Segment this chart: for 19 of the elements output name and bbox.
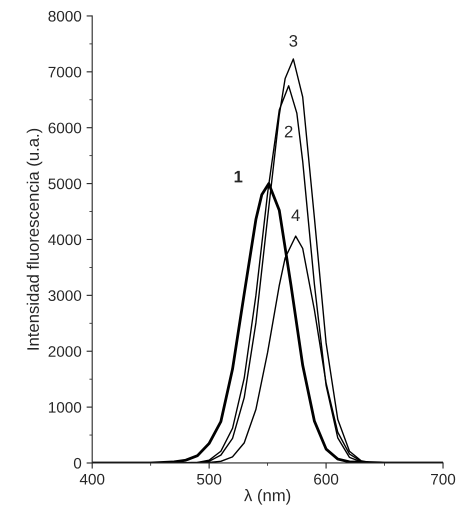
- y-tick-label: 3000: [48, 290, 82, 302]
- x-tick-label: 700: [431, 474, 456, 485]
- x-tick-label: 600: [314, 474, 338, 485]
- y-tick-label: 2000: [48, 346, 82, 357]
- y-tick-label: 8000: [48, 10, 82, 22]
- annotation: 1: [234, 170, 242, 182]
- x-tick-label: 400: [80, 474, 104, 485]
- annotation: 2: [284, 126, 292, 138]
- y-tick-label: 0: [74, 458, 82, 469]
- x-axis-title: λ (nm): [244, 489, 290, 505]
- y-axis-title: Intensidad fluorescencia (u.a.): [26, 128, 42, 350]
- annotation: 4: [291, 210, 300, 221]
- y-tick-label: 1000: [48, 402, 82, 413]
- x-tick-label: 500: [197, 474, 222, 485]
- annotation: 3: [289, 34, 298, 47]
- y-tick-label: 5000: [48, 178, 82, 190]
- y-tick-label: 7000: [48, 66, 82, 78]
- y-tick-label: 6000: [48, 122, 82, 134]
- y-tick-label: 4000: [48, 234, 82, 246]
